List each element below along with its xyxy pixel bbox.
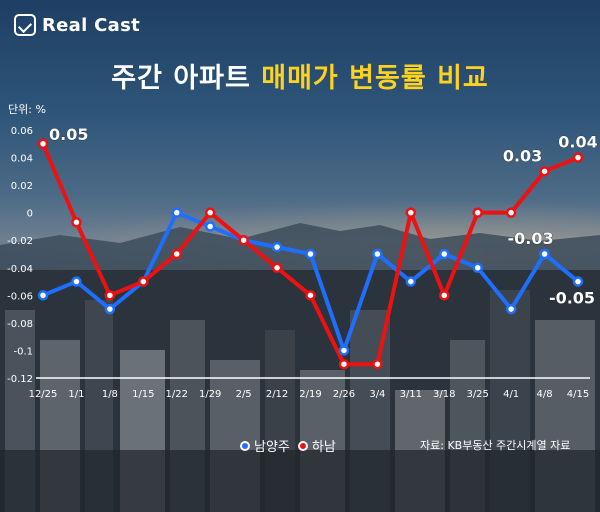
realcast-logo-icon (14, 14, 36, 36)
x-tick-label: 4/8 (537, 389, 553, 400)
data-label: 0.03 (503, 146, 542, 165)
data-point (271, 262, 283, 274)
data-point (338, 345, 350, 356)
data-label: -0.03 (508, 229, 554, 248)
legend-label-hanam: 하남 (311, 440, 336, 455)
unit-label: 단위: % (8, 103, 46, 116)
data-point (439, 248, 450, 260)
data-point (138, 276, 149, 287)
y-tick-label: -0.04 (7, 264, 33, 275)
data-point (204, 207, 216, 218)
x-tick-label: 4/15 (567, 389, 589, 400)
data-point (405, 207, 417, 218)
x-tick-label: 1/29 (199, 389, 221, 400)
x-tick-label: 12/25 (29, 389, 58, 400)
data-point (37, 290, 49, 301)
x-tick-label: 3/18 (433, 389, 455, 400)
data-label: 0.04 (558, 133, 597, 152)
city-skyline (0, 270, 600, 512)
x-tick-label: 1/15 (132, 389, 154, 400)
y-tick-label: 0.04 (11, 154, 33, 165)
y-tick-label: 0 (27, 209, 33, 220)
brand-logo: Real Cast (14, 14, 140, 36)
title-highlight: 매매가 변동률 비교 (261, 63, 489, 94)
annotation-layer: 0.05 0.03 0.04 -0.03 -0.05 (49, 124, 598, 308)
y-axis: 0.06 0.04 0.02 0 -0.02 -0.04 -0.06 -0.08 -0.1 -0.… (7, 126, 33, 385)
y-tick-label: -0.02 (7, 236, 33, 247)
x-axis: 12/25 1/1 1/8 1/15 1/22 1/29 2/5 2/12 2/19 2/26 3/… (29, 377, 590, 400)
source-note: 자료: KB부동산 주간시계열 자료 (420, 439, 571, 452)
series-line-0 (41, 210, 580, 353)
chart-title: 주간 아파트 매매가 변동률 비교 (0, 56, 600, 95)
title-normal: 주간 아파트 (111, 63, 262, 94)
x-tick-label: 3/11 (400, 389, 422, 400)
data-point (204, 221, 216, 232)
x-tick-label: 3/4 (369, 389, 385, 400)
x-tick-label: 1/22 (166, 389, 188, 400)
x-tick-label: 4/1 (503, 389, 519, 400)
y-tick-label: 0.06 (11, 126, 33, 137)
data-point (238, 234, 249, 246)
brand-name: Real Cast (42, 14, 141, 36)
data-point (71, 217, 82, 228)
data-point (338, 358, 350, 370)
y-tick-label: 0.02 (11, 181, 33, 192)
data-point (305, 248, 316, 260)
x-tick-label: 1/1 (68, 389, 84, 400)
data-point (271, 241, 283, 253)
y-tick-label: -0.1 (13, 346, 33, 357)
y-tick-label: -0.08 (7, 319, 33, 330)
legend-marker-hanam (297, 440, 308, 451)
data-point (37, 138, 49, 150)
data-point (171, 248, 182, 260)
y-tick-label: -0.12 (7, 374, 33, 385)
legend-label-namyangju: 남양주 (254, 440, 290, 455)
data-point (472, 262, 483, 274)
legend-marker-namyangju (240, 440, 250, 451)
x-tick-label: 3/25 (466, 389, 488, 400)
data-label: -0.05 (549, 289, 595, 308)
x-tick-label: 2/19 (299, 389, 321, 400)
data-point (472, 207, 483, 218)
data-point (372, 358, 383, 370)
data-point (505, 207, 517, 218)
data-point (305, 290, 316, 301)
y-tick-label: -0.06 (7, 291, 33, 302)
x-tick-label: 2/5 (236, 389, 252, 400)
x-tick-label: 1/8 (102, 389, 118, 400)
data-point (539, 248, 550, 260)
data-label: 0.05 (49, 125, 88, 144)
legend-item-hanam: 하남 (297, 436, 336, 455)
data-point (405, 276, 417, 287)
data-point (171, 207, 182, 218)
data-point (505, 303, 517, 315)
series-layer (37, 138, 584, 370)
x-tick-label: 2/26 (333, 389, 355, 400)
data-point (572, 152, 584, 163)
data-point (104, 290, 116, 301)
data-point (572, 276, 584, 287)
data-point (104, 303, 116, 315)
x-tick-label: 2/12 (266, 389, 288, 400)
data-point (71, 276, 82, 287)
legend: 남양주 하남 (240, 436, 336, 455)
legend-item-namyangju: 남양주 (240, 436, 290, 455)
data-point (539, 166, 550, 177)
data-point (439, 290, 450, 301)
data-point (372, 248, 383, 260)
